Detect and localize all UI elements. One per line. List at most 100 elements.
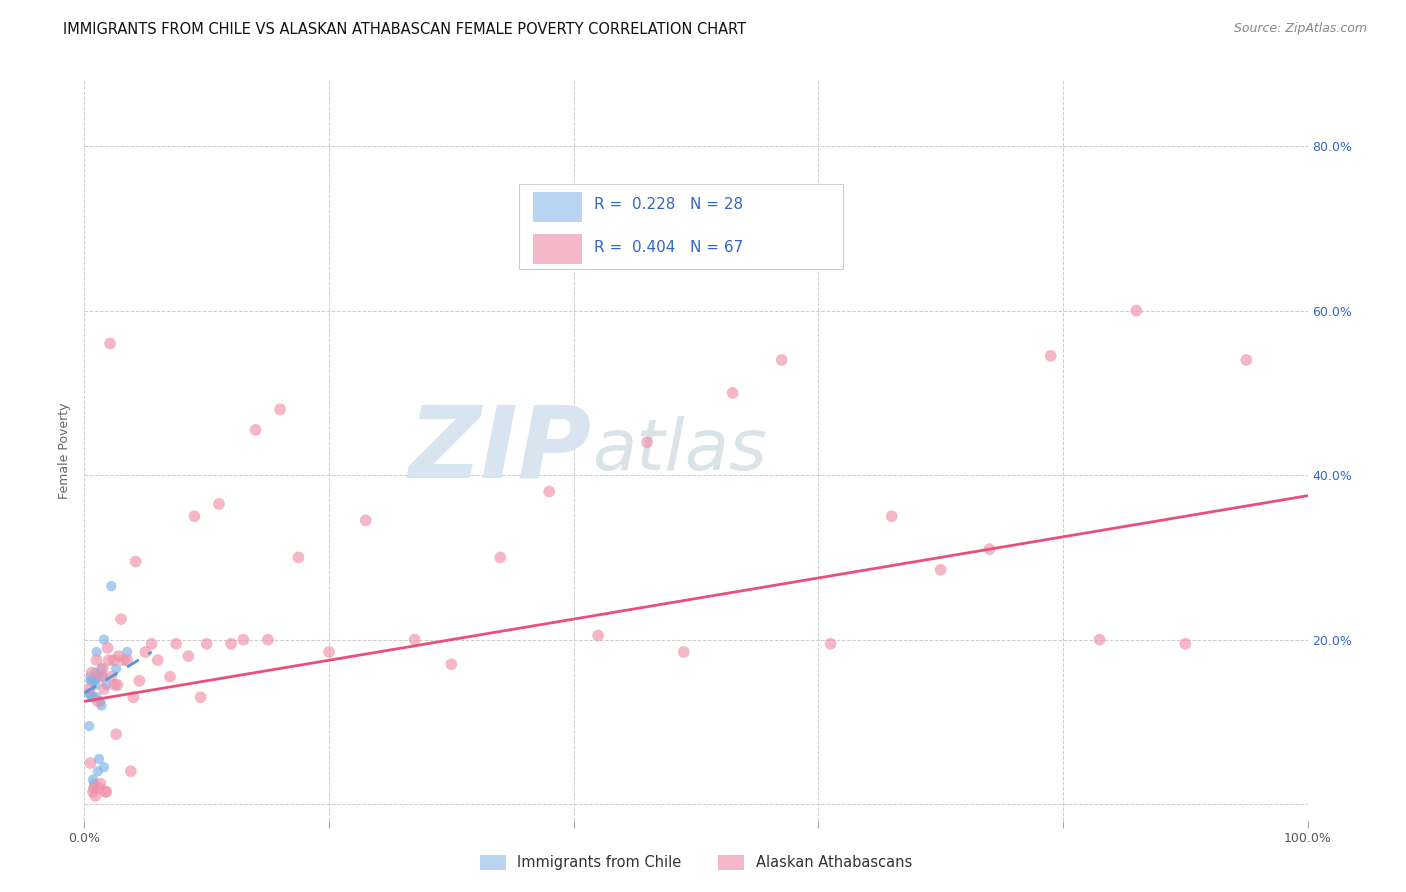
Point [97, 653, 120, 667]
Point [89, 694, 111, 708]
Point [1174, 637, 1197, 651]
Point [87, 780, 110, 795]
Point [318, 645, 340, 659]
Point [105, 727, 128, 741]
Point [89, 776, 111, 791]
Point [586, 628, 609, 642]
Point [141, 637, 163, 651]
Point [82, 690, 104, 705]
Point [87, 764, 110, 779]
Point [83, 776, 105, 791]
Point [79, 756, 101, 770]
Point [125, 554, 148, 569]
Point [146, 653, 169, 667]
Point [83, 673, 105, 688]
Point [80, 690, 103, 705]
Point [93, 681, 115, 696]
Point [721, 385, 744, 400]
Point [90, 698, 112, 713]
Point [257, 632, 280, 647]
Y-axis label: Female Poverty: Female Poverty [58, 402, 72, 499]
Point [86, 653, 108, 667]
Point [979, 542, 1001, 557]
Point [80, 673, 103, 688]
Point [159, 670, 181, 684]
Point [770, 353, 793, 368]
Point [82, 785, 104, 799]
Point [77, 681, 100, 696]
Point [820, 637, 842, 651]
Point [929, 563, 952, 577]
Point [84, 789, 107, 803]
Point [269, 402, 291, 417]
Text: Source: ZipAtlas.com: Source: ZipAtlas.com [1233, 22, 1367, 36]
Point [104, 678, 127, 692]
Point [84, 678, 107, 692]
Point [1088, 632, 1111, 647]
FancyBboxPatch shape [533, 235, 582, 264]
Point [79, 673, 101, 688]
Text: R =  0.228   N = 28: R = 0.228 N = 28 [595, 197, 744, 212]
Point [87, 670, 110, 684]
Point [84, 665, 107, 680]
Point [90, 670, 112, 684]
Point [90, 661, 112, 675]
Point [208, 497, 231, 511]
Point [880, 509, 903, 524]
Point [79, 670, 101, 684]
Point [98, 336, 121, 351]
Point [79, 686, 101, 700]
Point [100, 670, 122, 684]
Text: atlas: atlas [592, 416, 766, 485]
Point [107, 649, 129, 664]
Point [122, 690, 145, 705]
FancyBboxPatch shape [533, 192, 582, 221]
Point [112, 653, 135, 667]
Legend: Immigrants from Chile, Alaskan Athabascans: Immigrants from Chile, Alaskan Athabasca… [474, 848, 918, 876]
Point [115, 653, 138, 667]
Point [103, 653, 125, 667]
Point [354, 513, 377, 527]
Point [636, 435, 658, 450]
Text: R =  0.404   N = 67: R = 0.404 N = 67 [595, 240, 744, 254]
Point [404, 632, 426, 647]
Point [110, 612, 132, 626]
Point [177, 649, 200, 664]
Point [77, 719, 100, 733]
Point [183, 509, 205, 524]
Point [190, 690, 212, 705]
Text: ZIP: ZIP [409, 402, 592, 499]
Point [105, 678, 128, 692]
Point [86, 690, 108, 705]
Point [91, 661, 114, 675]
Point [1236, 353, 1258, 368]
Point [232, 632, 254, 647]
Point [219, 637, 242, 651]
Point [87, 752, 110, 766]
Point [128, 673, 150, 688]
Point [86, 645, 108, 659]
Point [100, 579, 122, 593]
Point [96, 678, 118, 692]
Point [1125, 303, 1147, 318]
Point [87, 694, 110, 708]
Point [94, 785, 117, 799]
Point [287, 550, 309, 565]
Point [195, 637, 218, 651]
Point [93, 632, 115, 647]
Point [489, 550, 512, 565]
Text: IMMIGRANTS FROM CHILE VS ALASKAN ATHABASCAN FEMALE POVERTY CORRELATION CHART: IMMIGRANTS FROM CHILE VS ALASKAN ATHABAS… [63, 22, 747, 37]
Point [440, 657, 463, 672]
Point [115, 645, 138, 659]
Point [96, 785, 118, 799]
Point [135, 645, 157, 659]
Point [538, 484, 561, 499]
Point [672, 645, 695, 659]
Point [80, 665, 103, 680]
Point [77, 686, 100, 700]
Point [120, 764, 142, 779]
Point [105, 661, 128, 675]
Point [93, 760, 115, 774]
Point [97, 640, 120, 655]
Point [83, 780, 105, 795]
